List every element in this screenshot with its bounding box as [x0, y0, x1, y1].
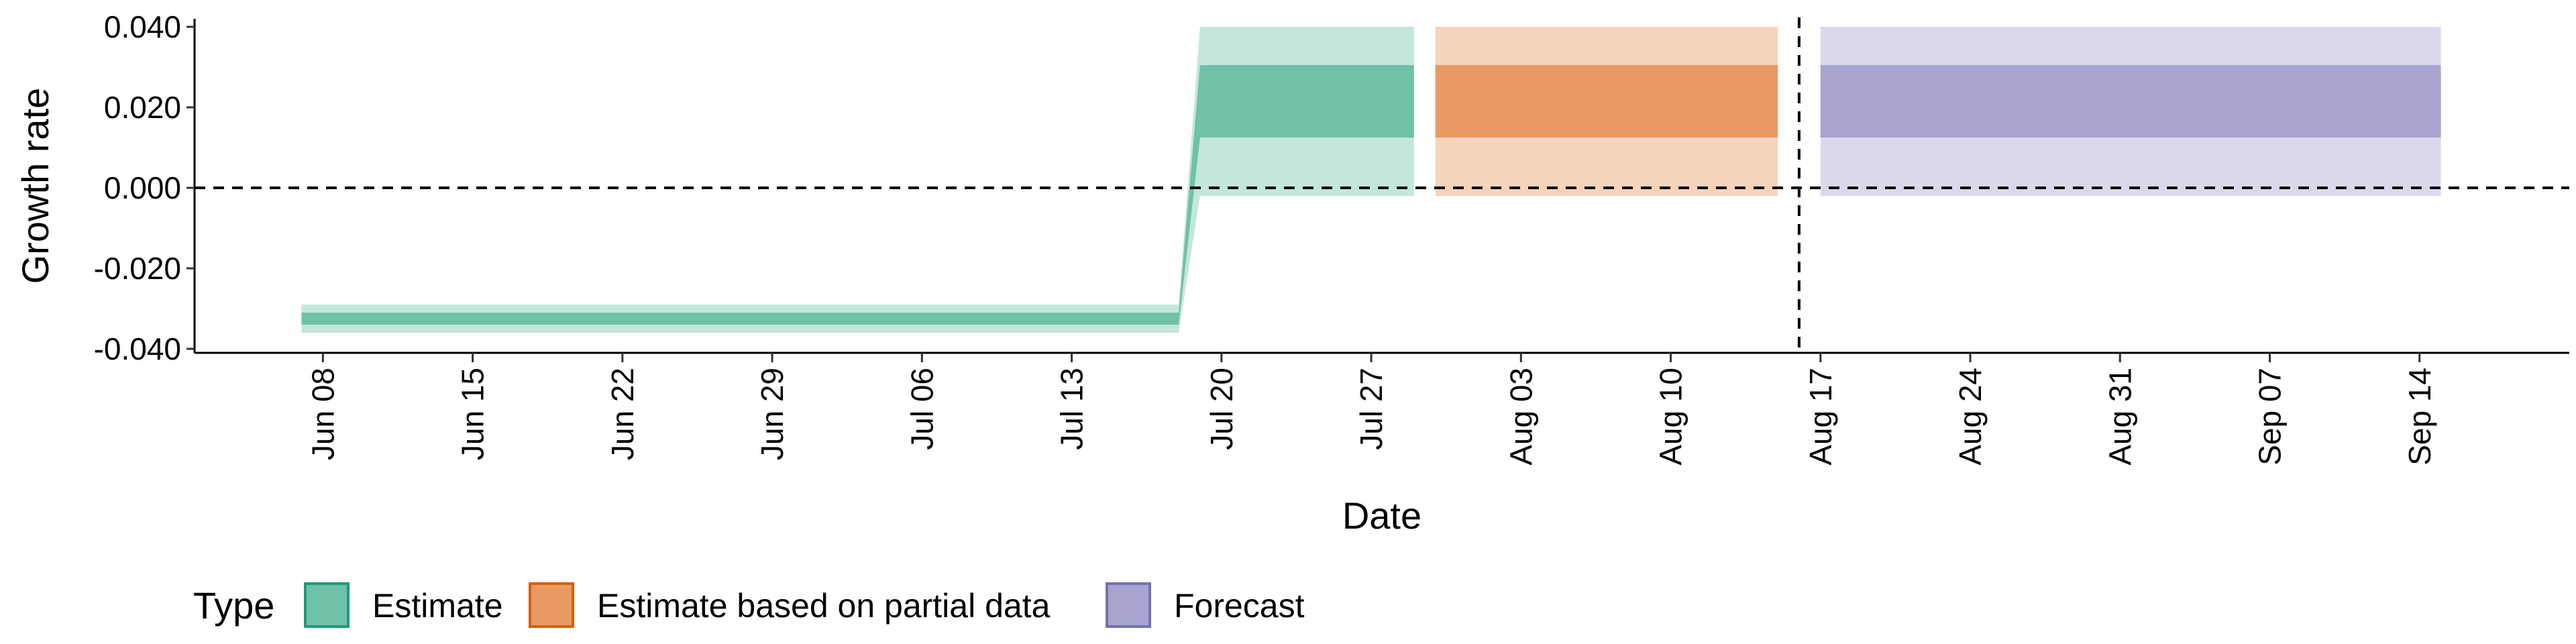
legend-title: Type: [193, 584, 274, 627]
x-tick-label: Jul 06: [904, 368, 939, 450]
y-tick-label: 0.040: [104, 9, 181, 44]
x-tick-label: Jul 27: [1354, 368, 1389, 450]
x-tick-label: Jul 20: [1204, 368, 1239, 450]
legend-swatch-estimate: [304, 582, 350, 628]
band-50-estimate: [301, 65, 1414, 325]
axes: -0.040 -0.020 0.000 0.020 0.040 Jun 08 Jun 15 J…: [94, 9, 2569, 466]
y-axis-title: Growth rate: [14, 88, 56, 284]
x-tick-label: Jun 22: [605, 368, 640, 460]
x-tick-label: Jun 08: [305, 368, 340, 460]
x-tick-label: Sep 14: [2402, 368, 2437, 466]
x-tick-label: Sep 07: [2253, 368, 2288, 466]
x-tick-label: Aug 17: [1803, 368, 1838, 466]
y-tick-label: -0.040: [94, 331, 181, 366]
band-50-estimate-based-on-partial-data: [1435, 65, 1778, 138]
x-tick-label: Aug 03: [1503, 368, 1538, 466]
x-tick-label: Jul 13: [1055, 368, 1089, 450]
x-axis-title: Date: [1342, 494, 1421, 537]
legend-swatch-forecast: [1106, 582, 1151, 628]
uncertainty-bands: [301, 27, 2441, 333]
y-tick-label: -0.020: [94, 251, 181, 286]
x-tick-label: Jun 15: [455, 368, 490, 460]
band-50-forecast: [1820, 65, 2441, 138]
x-tick-label: Jun 29: [755, 368, 790, 460]
x-tick-label: Aug 10: [1654, 368, 1688, 466]
legend-label-estimate-based-on-partial-data: Estimate based on partial data: [597, 587, 1051, 625]
legend-label-forecast: Forecast: [1174, 587, 1305, 625]
x-tick-label: Aug 24: [1953, 368, 1988, 466]
legend-label-estimate: Estimate: [372, 587, 503, 625]
x-tick-label: Aug 31: [2102, 368, 2137, 466]
legend-swatch-estimate-based-on-partial-data: [529, 582, 574, 628]
legend: Type Estimate Estimate based on partial d…: [193, 582, 1305, 628]
reference-lines: [195, 17, 2569, 353]
y-tick-label: 0.000: [104, 170, 181, 205]
y-tick-label: 0.020: [104, 90, 181, 125]
